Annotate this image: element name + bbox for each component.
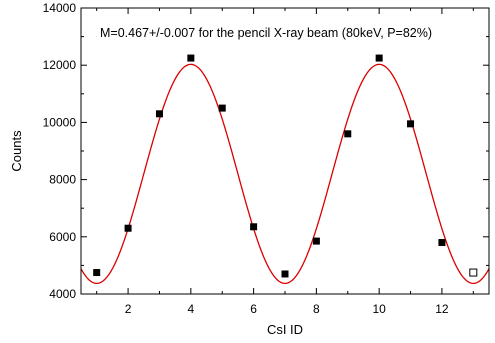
data-point xyxy=(93,269,101,277)
x-tick-label: 6 xyxy=(250,302,257,316)
x-tick-label: 4 xyxy=(188,302,195,316)
data-point xyxy=(187,54,195,62)
data-point xyxy=(250,223,258,231)
data-point-open xyxy=(469,268,478,277)
data-point xyxy=(407,120,415,128)
x-axis-label: CsI ID xyxy=(267,322,303,337)
y-tick-label: 8000 xyxy=(49,173,76,187)
y-tick-label: 10000 xyxy=(43,115,77,129)
data-point xyxy=(312,237,320,245)
plot-frame xyxy=(80,7,490,295)
y-tick-label: 12000 xyxy=(43,58,77,72)
x-tick-label: 12 xyxy=(435,302,449,316)
fit-curve xyxy=(81,63,489,285)
data-point xyxy=(218,104,226,112)
data-point xyxy=(344,130,352,138)
data-points xyxy=(93,54,478,278)
data-point xyxy=(124,224,132,232)
fit-annotation: M=0.467+/-0.007 for the pencil X-ray bea… xyxy=(100,26,432,40)
x-tick-label: 8 xyxy=(313,302,320,316)
y-tick-label: 4000 xyxy=(49,287,76,301)
y-tick-label: 6000 xyxy=(49,230,76,244)
data-point xyxy=(438,239,446,247)
x-tick-label: 2 xyxy=(125,302,132,316)
x-tick-label: 10 xyxy=(372,302,386,316)
axis-ticks: 2 4 6 8 10 12 4000 6000 8000 10000 12000 14000 xyxy=(43,1,489,316)
data-point xyxy=(155,110,163,118)
data-point xyxy=(281,270,289,278)
plot-area xyxy=(80,7,490,295)
y-axis-label: Counts xyxy=(9,130,24,172)
data-point xyxy=(375,54,383,62)
y-tick-label: 14000 xyxy=(43,1,77,15)
